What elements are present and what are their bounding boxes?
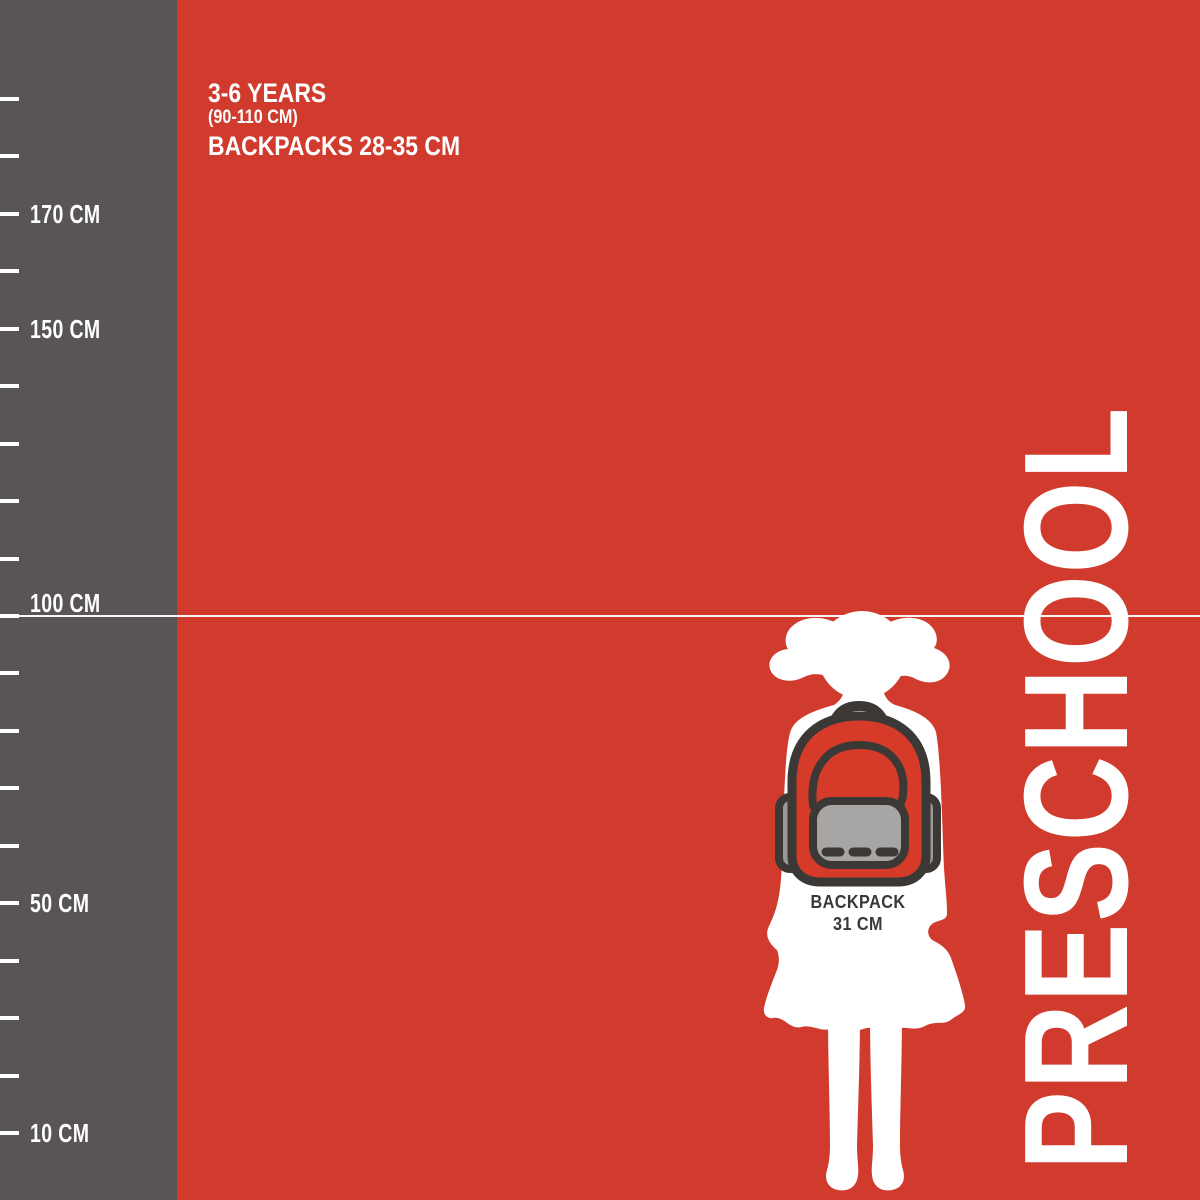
ruler-tick — [0, 729, 19, 733]
height-range-label: (90-110 CM) — [208, 107, 298, 128]
backpack-caption-line1: BACKPACK — [810, 892, 906, 912]
girl-right-leg — [870, 1012, 904, 1191]
girl-left-leg — [826, 1012, 860, 1191]
girl-left-pigtail — [769, 617, 860, 692]
ruler-tick-label: 150 CM — [30, 314, 101, 344]
ruler-tick — [0, 212, 19, 216]
ruler-tick — [0, 786, 19, 790]
backpack-icon — [775, 700, 941, 887]
ruler-tick — [0, 557, 19, 561]
ruler-tick — [0, 97, 19, 101]
backpack-size-range-label: BACKPACKS 28-35 CM — [208, 131, 461, 161]
ruler-tick-label: 10 CM — [30, 1118, 90, 1148]
ruler-tick-label: 170 CM — [30, 199, 101, 229]
backpack-size-caption: BACKPACK 31 CM — [768, 891, 948, 935]
backpack-zipper — [808, 740, 908, 810]
girl-right-pigtail — [864, 617, 950, 694]
ruler-column — [0, 0, 177, 1200]
backpack-caption-line2: 31 CM — [833, 914, 883, 934]
ruler-tick — [0, 442, 19, 446]
ruler-tick — [0, 959, 19, 963]
ruler-tick — [0, 384, 19, 388]
ruler-tick — [0, 269, 19, 273]
ruler-tick — [0, 844, 19, 848]
ruler-tick-label: 50 CM — [30, 888, 90, 918]
ruler-tick — [0, 1074, 19, 1078]
ruler-tick — [0, 901, 19, 905]
ruler-tick — [0, 671, 19, 675]
ruler-tick — [0, 327, 19, 331]
ruler-tick-label: 100 CM — [30, 588, 101, 618]
ruler-tick — [0, 1016, 19, 1020]
age-range-label: 3-6 YEARS — [208, 78, 327, 108]
ruler-tick — [0, 614, 19, 618]
height-line-100cm — [19, 615, 1200, 617]
ruler-tick — [0, 154, 19, 158]
ruler-tick — [0, 1131, 19, 1135]
ruler-tick — [0, 499, 19, 503]
